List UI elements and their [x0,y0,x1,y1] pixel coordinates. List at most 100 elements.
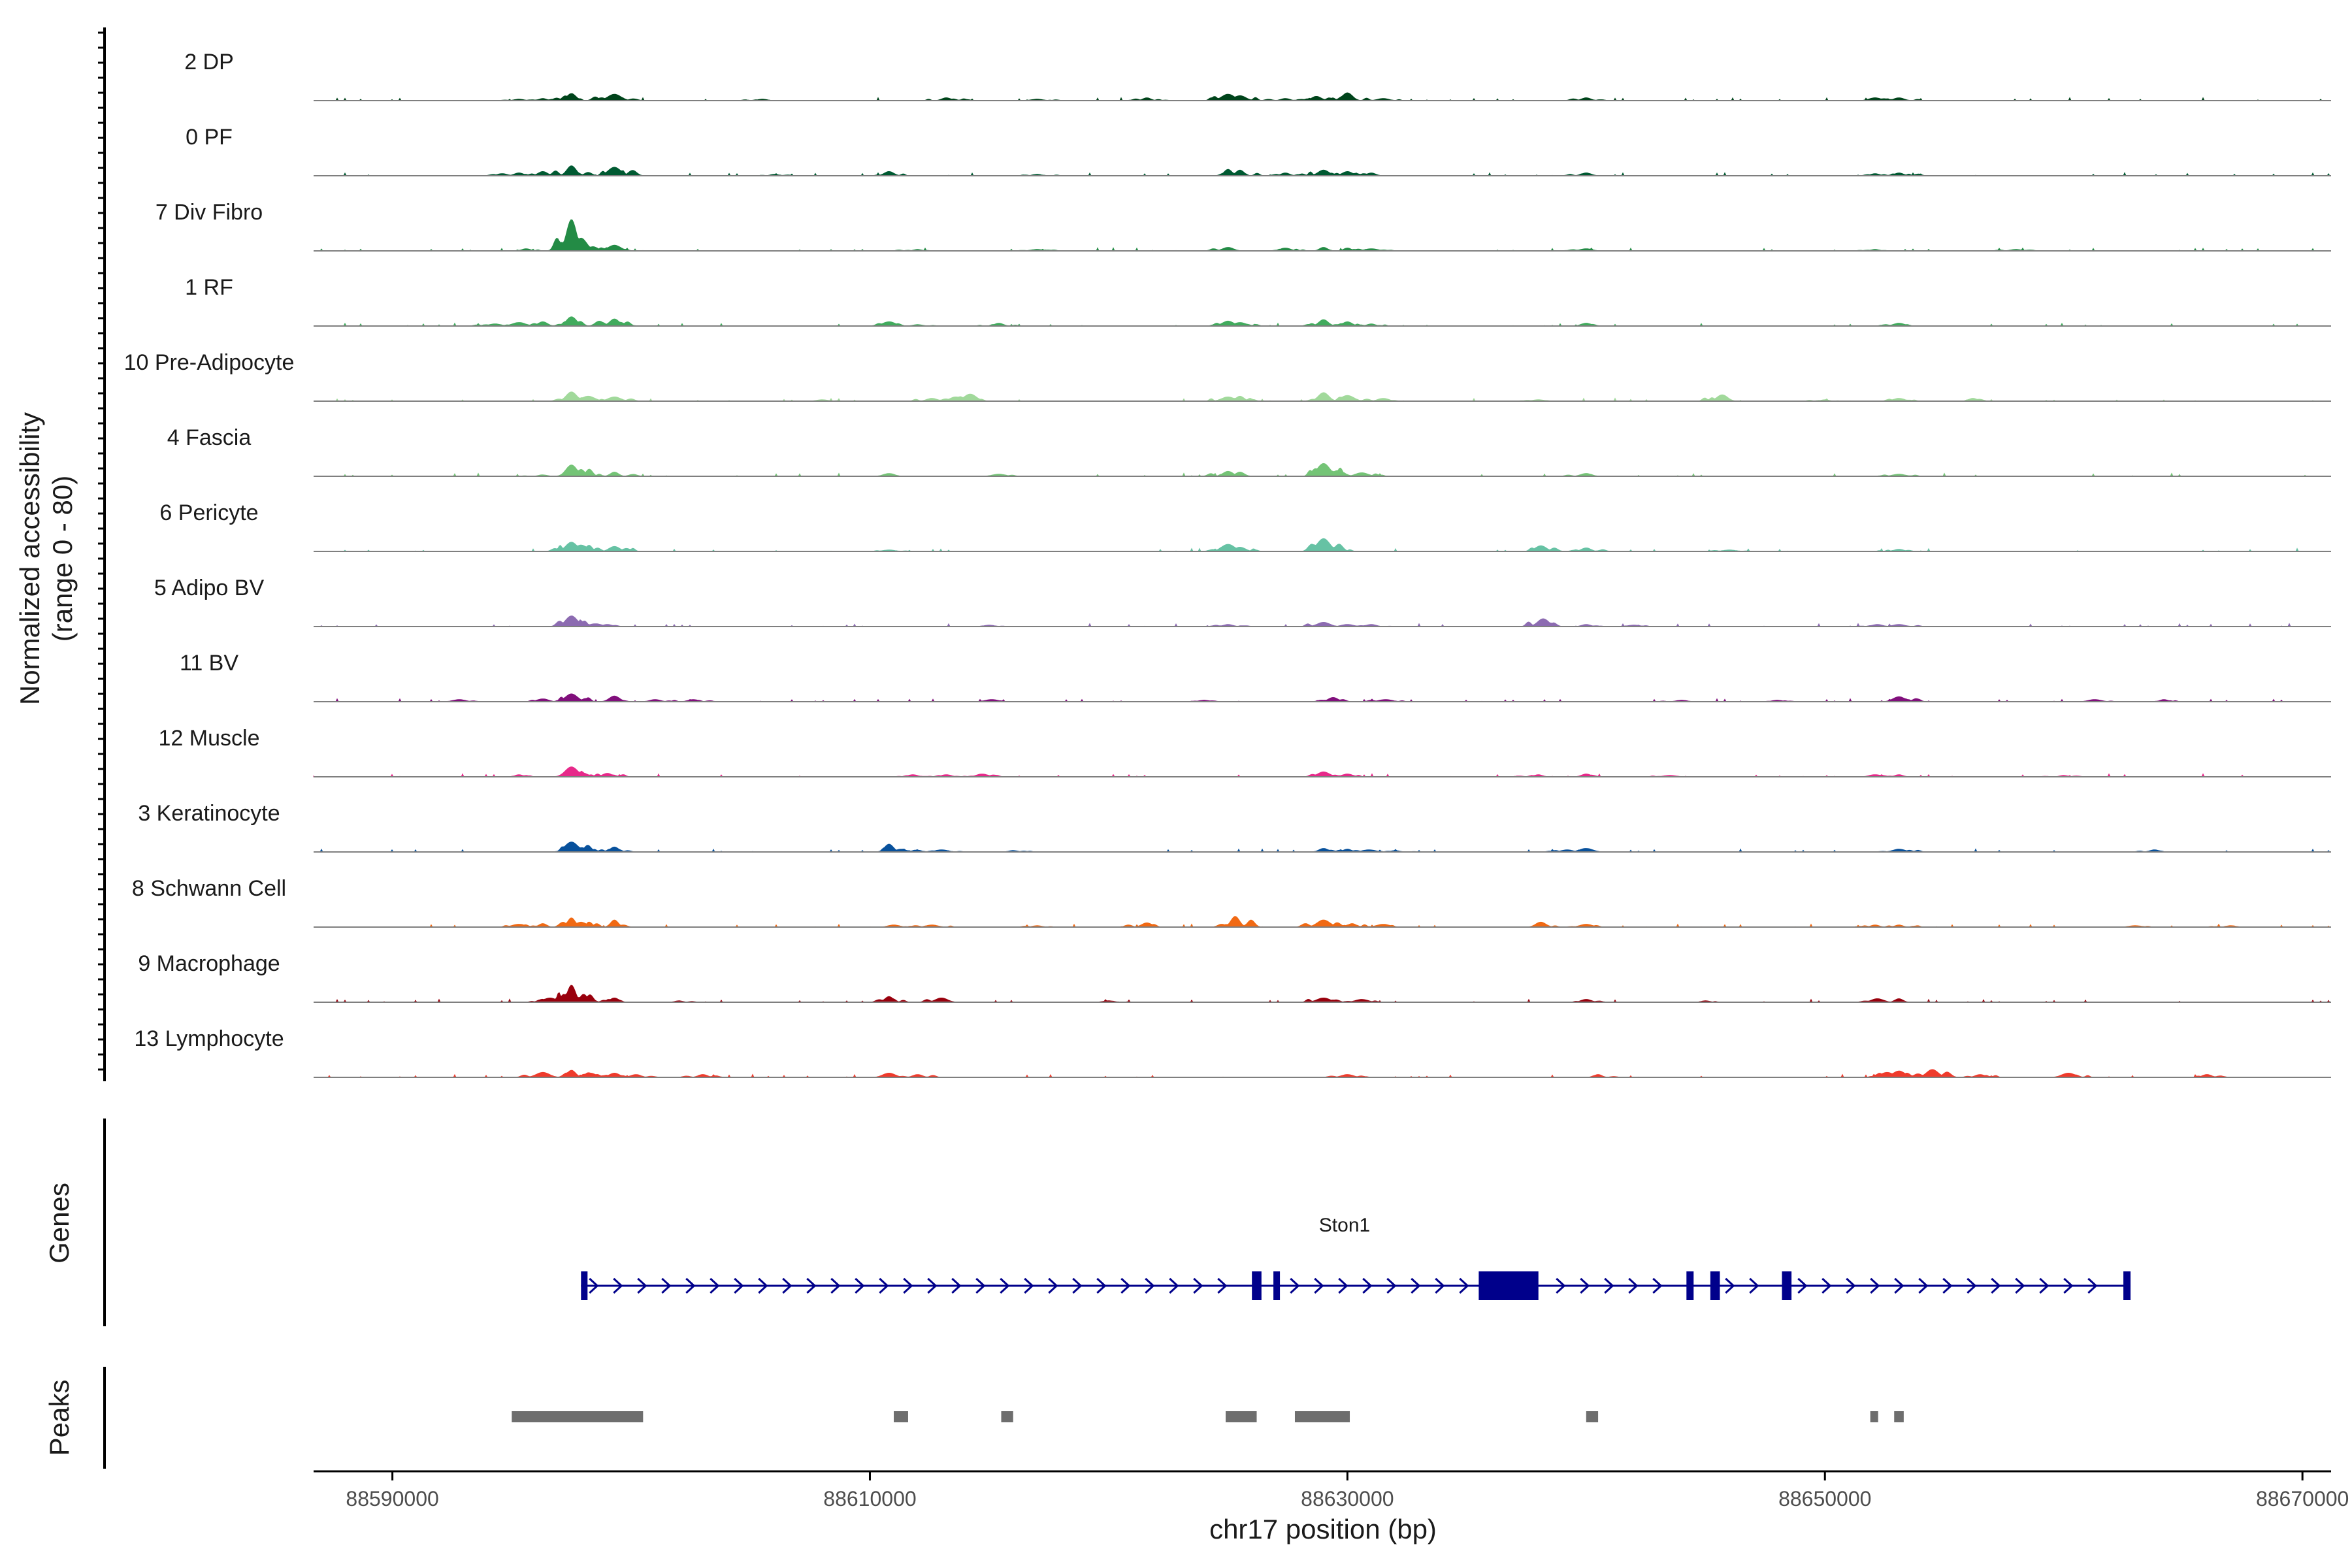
strand-arrow [1846,1277,1856,1294]
track-label: 9 Macrophage [138,951,280,976]
strand-arrow [1169,1277,1179,1294]
coverage-track: 2 DP [184,50,2331,101]
coverage-track: 12 Muscle [159,726,2331,777]
coverage-tracks: 2 DP 0 PF 7 Div Fibro 1 RF 10 Pre-Adipocyte 4… [124,50,2331,1078]
strand-arrow [1725,1277,1735,1294]
x-axis-title: chr17 position (bp) [1209,1514,1437,1544]
peak-region [1894,1411,1904,1422]
coverage-track: 1 RF [185,275,2331,327]
gene-exon [1273,1271,1281,1300]
strand-arrow [661,1277,672,1294]
gene-exon [1478,1271,1539,1300]
peak-region [1870,1411,1878,1422]
x-tick-label: 88590000 [346,1487,438,1511]
coverage-track: 4 Fascia [167,425,2331,477]
strand-arrow [2087,1277,2098,1294]
strand-arrow [734,1277,744,1294]
strand-arrow [879,1277,889,1294]
track-label: 4 Fascia [167,425,252,450]
strand-arrow [1290,1277,1300,1294]
coverage-track: 0 PF [186,125,2331,176]
peak-region [1001,1411,1013,1422]
peak-region [1225,1411,1257,1422]
strand-arrow [613,1277,623,1294]
strand-arrow [1120,1277,1131,1294]
peaks-label: Peaks [44,1380,74,1456]
gene-exon [1710,1271,1720,1300]
coverage-track: 7 Div Fibro [155,200,2331,252]
strand-arrow [830,1277,841,1294]
strand-arrow [1967,1277,1977,1294]
gene-exon [1686,1271,1694,1300]
strand-arrow [1145,1277,1155,1294]
peak-region [512,1411,644,1422]
strand-arrow [1628,1277,1639,1294]
strand-arrow [1749,1277,1759,1294]
strand-arrow [1797,1277,1808,1294]
strand-arrow [1821,1277,1832,1294]
track-label: 11 BV [180,651,238,676]
track-label: 8 Schwann Cell [132,876,286,901]
x-axis-ticks: 88590000 88610000 88630000 88650000 88670000 [346,1471,2349,1511]
gene-exon [581,1271,588,1300]
strand-arrow [1314,1277,1324,1294]
strand-arrow [1894,1277,1904,1294]
strand-arrow [1942,1277,1953,1294]
x-tick-label: 88610000 [823,1487,916,1511]
coverage-track: 8 Schwann Cell [132,876,2331,928]
track-label: 5 Adipo BV [154,576,265,600]
peak-region [894,1411,908,1422]
track-label: 1 RF [185,275,233,300]
strand-arrow [1411,1277,1421,1294]
strand-arrow [1580,1277,1590,1294]
strand-arrow [589,1277,599,1294]
genes-label: Genes [44,1183,74,1264]
strand-arrow [1193,1277,1203,1294]
strand-arrow [806,1277,817,1294]
strand-arrow [1072,1277,1083,1294]
strand-arrow [782,1277,792,1294]
coverage-track: 5 Adipo BV [154,576,2331,627]
strand-arrow [2063,1277,2074,1294]
strand-arrow [1435,1277,1445,1294]
gene-exon [2123,1271,2131,1300]
strand-arrow [1459,1277,1469,1294]
strand-arrow [2039,1277,2050,1294]
strand-arrow [1362,1277,1373,1294]
track-label: 6 Pericyte [159,500,258,525]
strand-arrow [637,1277,647,1294]
coverage-track: 11 BV [180,651,2331,702]
strand-arrow [710,1277,720,1294]
coverage-track: 13 Lymphocyte [134,1026,2331,1078]
strand-arrow [903,1277,913,1294]
strand-arrow [1000,1277,1010,1294]
strand-arrow [1870,1277,1880,1294]
strand-arrow [1024,1277,1034,1294]
track-label: 3 Keratinocyte [138,801,280,826]
track-label: 2 DP [184,50,234,74]
strand-arrow [1556,1277,1566,1294]
track-label: 0 PF [186,125,233,150]
x-tick-label: 88670000 [2256,1487,2349,1511]
track-label: 13 Lymphocyte [134,1026,284,1051]
track-label: 7 Div Fibro [155,200,263,225]
strand-arrow [1048,1277,1058,1294]
peak-region [1586,1411,1599,1422]
strand-arrow [1652,1277,1663,1294]
gene-exon [1252,1271,1262,1300]
strand-arrow [1096,1277,1107,1294]
x-tick-label: 88650000 [1778,1487,1871,1511]
strand-arrow [2015,1277,2025,1294]
coverage-track: 3 Keratinocyte [138,801,2331,853]
coverage-track: 6 Pericyte [159,500,2331,552]
strand-arrow [685,1277,696,1294]
strand-arrow [758,1277,768,1294]
gene-model: Ston1 [581,1215,2131,1300]
strand-arrow [975,1277,986,1294]
coverage-track: 9 Macrophage [138,951,2331,1003]
coverage-y-axis [98,27,106,1081]
strand-arrow [1217,1277,1228,1294]
strand-arrow [1918,1277,1929,1294]
strand-arrow [1386,1277,1397,1294]
strand-arrow [1604,1277,1614,1294]
